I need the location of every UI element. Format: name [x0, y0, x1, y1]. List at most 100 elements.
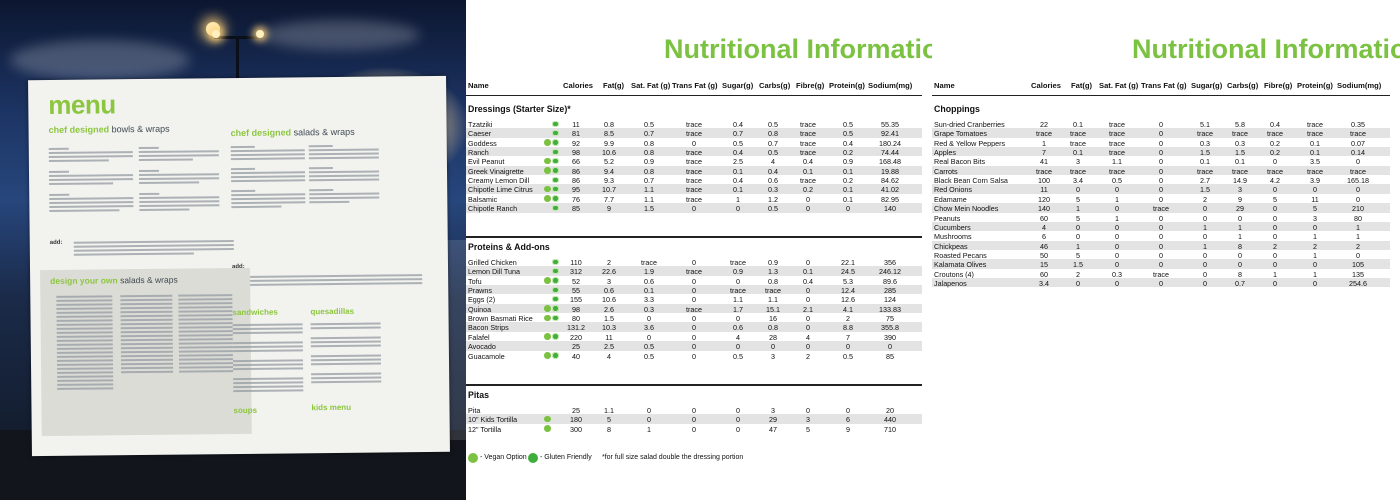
- row-value: 10.6: [602, 295, 616, 305]
- table-row: Greek Vinaigrette 86 9.4 0.8 trace 0.1 0.4 0.1 0…: [466, 165, 922, 176]
- row-value: 0: [736, 415, 740, 425]
- row-value: 2.1: [803, 304, 813, 314]
- section-divider: [466, 384, 922, 386]
- row-value: 2: [846, 314, 850, 324]
- row-value: 390: [884, 332, 896, 342]
- row-value: trace: [1267, 166, 1283, 176]
- row-name: Peanuts: [934, 213, 961, 223]
- row-value: 0.1: [1310, 148, 1320, 158]
- row-value: 1: [1203, 222, 1207, 232]
- row-value: 0: [1115, 260, 1119, 270]
- row-value: 0: [1203, 232, 1207, 242]
- vegan-icon: [544, 415, 551, 423]
- table-row: Grilled Chicken 110 2 trace 0 trace 0.9 0 22.1 35…: [466, 257, 922, 267]
- row-value: 710: [884, 424, 896, 434]
- row-name: Chow Mein Noodles: [934, 204, 999, 214]
- row-value: trace: [686, 157, 702, 167]
- section-title: Choppings: [934, 104, 980, 114]
- row-value: 85: [886, 351, 894, 361]
- vegan-icon: [544, 277, 551, 284]
- row-value: 24.5: [841, 267, 855, 277]
- row-value: 0.7: [644, 176, 654, 186]
- row-value: 0: [736, 424, 740, 434]
- row-value: trace: [1109, 120, 1125, 129]
- row-value: 4: [607, 351, 611, 361]
- row-value: 5: [607, 415, 611, 425]
- row-value: 76: [572, 194, 580, 204]
- row-value: 0: [806, 323, 810, 333]
- row-name: Chickpeas: [934, 241, 968, 251]
- row-name: Goddess: [468, 138, 497, 148]
- row-value: 0: [1076, 278, 1080, 288]
- row-value: trace: [686, 185, 702, 195]
- row-value: 0.4: [733, 120, 743, 129]
- row-value: 0: [647, 415, 651, 425]
- row-value: 1: [1356, 232, 1360, 242]
- row-value: 0: [1203, 278, 1207, 288]
- gluten-friendly-icon: [552, 333, 559, 340]
- section-title: Dressings (Starter Size)*: [468, 104, 571, 114]
- row-value: 0: [1115, 278, 1119, 288]
- row-value: 9: [1238, 194, 1242, 204]
- row-value: 0: [1115, 241, 1119, 251]
- row-value: 3: [771, 351, 775, 361]
- row-value: 0: [1159, 166, 1163, 176]
- row-value: 0.14: [1351, 148, 1365, 158]
- row-value: 50: [1040, 250, 1048, 260]
- poster-title: menu: [48, 89, 116, 120]
- row-value: 47: [769, 424, 777, 434]
- gluten-friendly-icon: [552, 258, 559, 265]
- vegan-icon: [544, 305, 551, 312]
- row-value: 98: [572, 304, 580, 314]
- row-value: 0: [806, 258, 810, 267]
- row-value: 9.3: [604, 176, 614, 186]
- row-value: 0.4: [803, 157, 813, 167]
- row-value: 285: [884, 286, 896, 296]
- row-value: 1: [1203, 241, 1207, 251]
- row-value: 140: [884, 204, 896, 214]
- row-value: 0.3: [1235, 138, 1245, 148]
- row-value: 0: [1159, 176, 1163, 186]
- row-name: Pita: [468, 406, 481, 415]
- row-value: 0: [1159, 148, 1163, 158]
- row-value: 12.6: [841, 295, 855, 305]
- row-value: 14.9: [1233, 176, 1247, 186]
- row-value: 0: [736, 204, 740, 214]
- row-value: 0: [692, 276, 696, 286]
- row-value: 0.4: [1270, 120, 1280, 129]
- row-value: 5: [806, 424, 810, 434]
- row-value: 84.62: [881, 176, 899, 186]
- row-diet-icons: [544, 305, 560, 312]
- row-value: trace: [1153, 269, 1169, 279]
- col-fibre: Fibre(g): [1264, 81, 1293, 90]
- col-trans-fat: Trans Fat (g): [672, 81, 718, 90]
- row-value: trace: [1197, 129, 1213, 139]
- poster-sandwiches: sandwiches: [232, 307, 278, 318]
- table-row: Real Bacon Bits 41 3 1.1 0 0.1 0.1 0 3.5 0: [932, 156, 1390, 166]
- section-title: Proteins & Add-ons: [468, 242, 550, 252]
- section-divider: [466, 236, 922, 238]
- gluten-friendly-icon: [552, 267, 559, 275]
- row-diet-icons: [544, 195, 560, 202]
- row-value: 3: [771, 406, 775, 415]
- legend-note: *for full size salad double the dressing…: [602, 454, 744, 461]
- row-value: 0.9: [843, 157, 853, 167]
- row-name: Falafel: [468, 332, 490, 342]
- row-value: 1: [1313, 232, 1317, 242]
- row-value: 0.8: [644, 166, 654, 176]
- row-value: 3: [806, 415, 810, 425]
- row-value: 92.41: [881, 129, 899, 139]
- row-name: Tzatziki: [468, 120, 493, 129]
- row-value: trace: [730, 286, 746, 296]
- row-value: 0: [1356, 185, 1360, 195]
- row-value: 15.1: [766, 304, 780, 314]
- row-value: 0: [806, 342, 810, 352]
- row-value: 8: [1238, 241, 1242, 251]
- row-value: 0: [1115, 232, 1119, 242]
- row-value: 22: [1040, 120, 1048, 129]
- row-value: 55: [572, 286, 580, 296]
- row-value: 10.7: [602, 185, 616, 195]
- row-value: 0: [1115, 222, 1119, 232]
- row-value: trace: [686, 166, 702, 176]
- row-value: 2.5: [733, 157, 743, 167]
